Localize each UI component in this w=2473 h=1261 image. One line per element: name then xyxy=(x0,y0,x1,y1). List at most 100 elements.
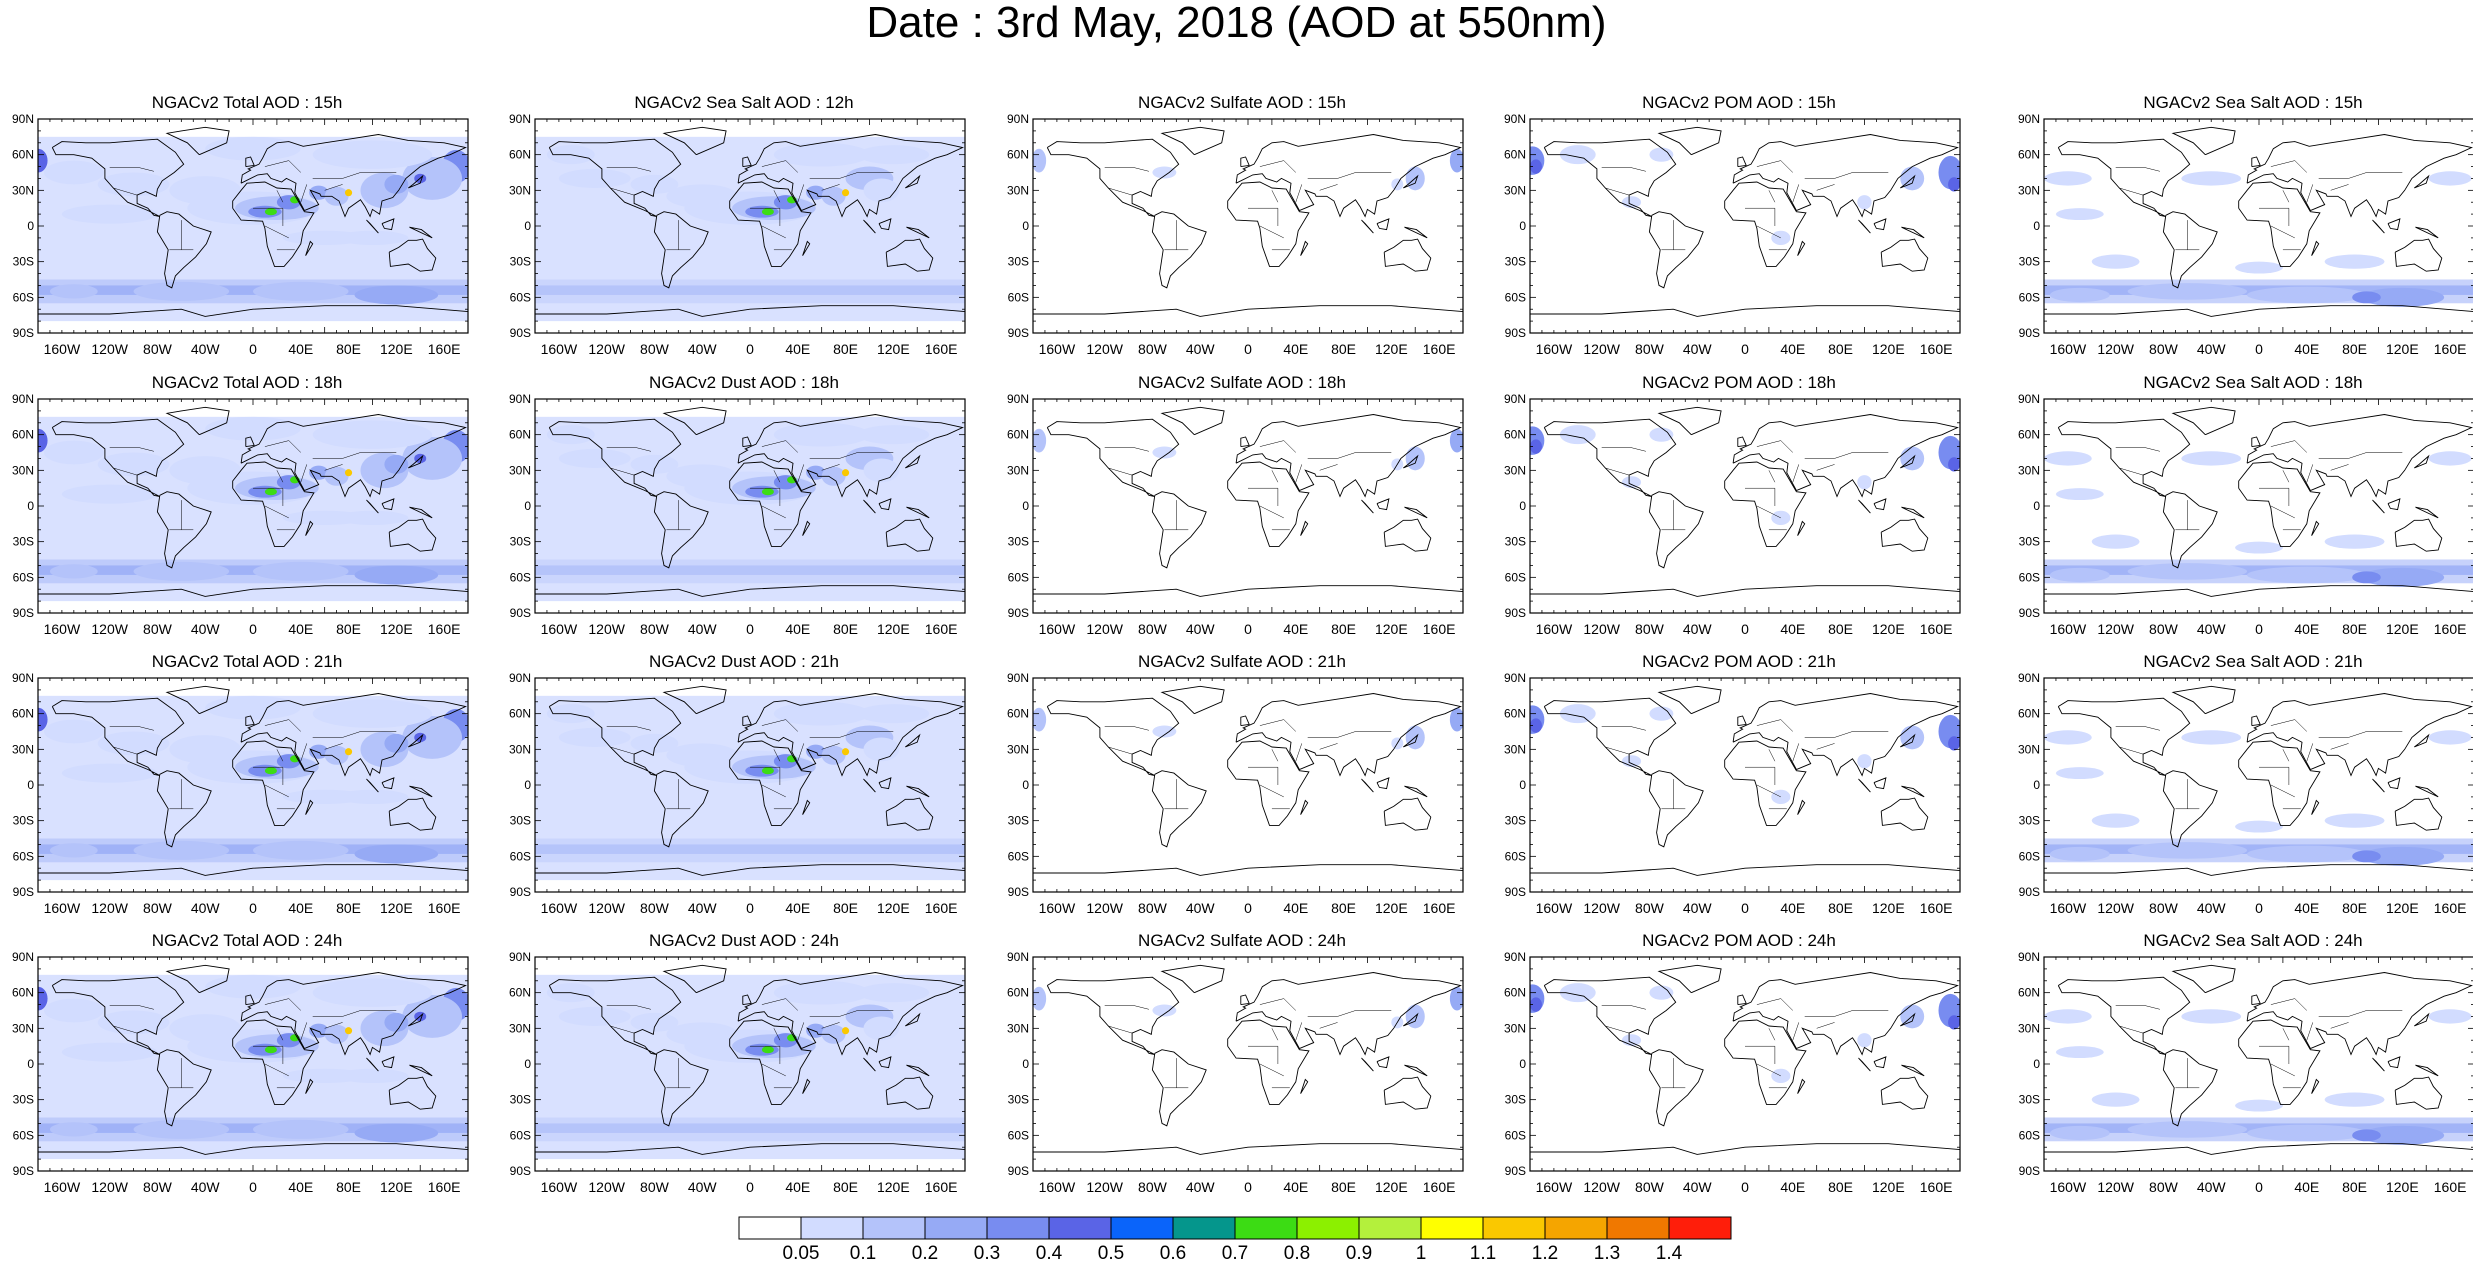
lon-tick-label: 0 xyxy=(2255,1179,2263,1195)
lon-tick-label: 80W xyxy=(640,341,670,357)
panel-title: NGACv2 Total AOD : 15h xyxy=(151,93,343,112)
lon-tick-label: 120W xyxy=(91,621,128,637)
lat-tick-label: 60S xyxy=(2019,1128,2040,1142)
lat-tick-label: 90N xyxy=(509,392,531,406)
colorbar-swatch xyxy=(924,1216,988,1240)
lat-tick-label: 90N xyxy=(12,950,34,964)
aod-field-layer xyxy=(2044,119,2473,333)
map-panel: NGACv2 Dust AOD : 21h 90N 60N 30N 0 30S 60S 90S… xyxy=(497,651,991,930)
lon-tick-label: 120E xyxy=(877,900,910,916)
aod-field-layer xyxy=(535,957,965,1171)
lon-tick-label: 120W xyxy=(588,900,625,916)
lon-tick-label: 80E xyxy=(833,900,858,916)
lon-tick-label: 40W xyxy=(2197,900,2227,916)
lat-tick-label: 90S xyxy=(1008,885,1029,899)
lat-tick-label: 0 xyxy=(2033,219,2040,233)
lon-tick-label: 80E xyxy=(336,1179,361,1195)
lon-tick-label: 120E xyxy=(2386,1179,2419,1195)
lon-tick-label: 80W xyxy=(1635,900,1665,916)
page-title: Date : 3rd May, 2018 (AOD at 550nm) xyxy=(866,0,1607,47)
lon-tick-label: 40W xyxy=(688,1179,718,1195)
lat-tick-label: 30S xyxy=(13,1093,34,1107)
lon-tick-label: 80W xyxy=(1138,341,1168,357)
lat-tick-label: 90S xyxy=(13,326,34,340)
world-map: 90N 60N 30N 0 30S 60S 90S 160W 120W 80W 40W 0 40E 80E… xyxy=(509,392,966,637)
map-panel: NGACv2 POM AOD : 18h 90N 60N 30N 0 30S 60S 90S 1… xyxy=(1492,372,1986,651)
lon-tick-label: 80W xyxy=(1635,1179,1665,1195)
lon-tick-label: 120W xyxy=(91,341,128,357)
lon-tick-label: 160W xyxy=(44,900,81,916)
lat-tick-label: 90N xyxy=(2018,950,2040,964)
lat-tick-label: 0 xyxy=(27,219,34,233)
colorbar-label: 0.2 xyxy=(912,1243,938,1261)
lon-tick-label: 160E xyxy=(1423,621,1456,637)
coastline-layer xyxy=(535,964,965,1155)
lat-tick-label: 60N xyxy=(12,148,34,162)
lat-tick-label: 60N xyxy=(2018,428,2040,442)
panel-title: NGACv2 Sulfate AOD : 24h xyxy=(1138,931,1346,950)
aod-field-layer xyxy=(535,678,965,892)
colorbar-swatch xyxy=(1482,1216,1546,1240)
map-panel: NGACv2 Dust AOD : 24h 90N 60N 30N 0 30S 60S 90S… xyxy=(497,930,991,1209)
lon-tick-label: 40E xyxy=(1780,900,1805,916)
lat-tick-label: 60S xyxy=(2019,290,2040,304)
lon-tick-label: 80E xyxy=(1331,341,1356,357)
lon-tick-label: 160W xyxy=(44,341,81,357)
coastline-layer xyxy=(1033,964,1463,1155)
lat-tick-label: 0 xyxy=(1519,499,1526,513)
lon-tick-label: 160E xyxy=(925,621,958,637)
lon-tick-label: 80W xyxy=(2149,900,2179,916)
aod-field-layer xyxy=(38,119,468,333)
lat-tick-label: 0 xyxy=(2033,499,2040,513)
lon-tick-label: 40E xyxy=(1780,1179,1805,1195)
lon-tick-label: 120W xyxy=(1583,621,1620,637)
lon-tick-label: 120E xyxy=(1375,341,1408,357)
lon-tick-label: 40W xyxy=(191,341,221,357)
colorbar-swatch xyxy=(1234,1216,1298,1240)
lon-tick-label: 80W xyxy=(2149,1179,2179,1195)
lon-tick-label: 120W xyxy=(91,900,128,916)
aod-field-layer xyxy=(1033,678,1463,892)
map-panel: NGACv2 Sea Salt AOD : 12h 90N 60N 30N 0 30S 60… xyxy=(497,92,991,371)
lat-tick-label: 90S xyxy=(2019,606,2040,620)
lat-tick-label: 60N xyxy=(1504,707,1526,721)
world-map: 90N 60N 30N 0 30S 60S 90S 160W 120W 80W 40W 0 40E 80E… xyxy=(12,950,469,1195)
lon-tick-label: 120W xyxy=(1086,1179,1123,1195)
lon-tick-label: 160E xyxy=(1920,341,1953,357)
colorbar-label: 1.1 xyxy=(1470,1243,1496,1261)
lat-tick-label: 30N xyxy=(1504,463,1526,477)
lat-tick-label: 60N xyxy=(1504,148,1526,162)
lat-tick-label: 60S xyxy=(1008,290,1029,304)
lat-tick-label: 90S xyxy=(1008,606,1029,620)
lon-tick-label: 0 xyxy=(249,621,257,637)
lon-tick-label: 40W xyxy=(191,1179,221,1195)
lon-tick-label: 160E xyxy=(2434,341,2467,357)
lat-tick-label: 30S xyxy=(1008,1093,1029,1107)
world-map: 90N 60N 30N 0 30S 60S 90S 160W 120W 80W 40W 0 40E 80E… xyxy=(2018,950,2473,1195)
coastline-layer xyxy=(38,685,468,876)
lat-tick-label: 30S xyxy=(1505,535,1526,549)
lon-tick-label: 160E xyxy=(1423,1179,1456,1195)
lat-tick-label: 60N xyxy=(2018,148,2040,162)
map-panel: NGACv2 Total AOD : 24h 90N 60N 30N 0 30S 60S 90… xyxy=(0,930,494,1209)
colorbar-swatch xyxy=(1420,1216,1484,1240)
coastline-layer xyxy=(38,406,468,597)
lon-tick-label: 120E xyxy=(380,900,413,916)
panel-title: NGACv2 Total AOD : 21h xyxy=(151,652,343,671)
panel-title: NGACv2 Dust AOD : 21h xyxy=(649,652,839,671)
panel-title: NGACv2 Total AOD : 18h xyxy=(151,373,343,392)
world-map: 90N 60N 30N 0 30S 60S 90S 160W 120W 80W 40W 0 40E 80E… xyxy=(2018,671,2473,916)
lon-tick-label: 160W xyxy=(541,341,578,357)
lon-tick-label: 160E xyxy=(925,341,958,357)
lon-tick-label: 80W xyxy=(143,1179,173,1195)
lon-tick-label: 40E xyxy=(2294,1179,2319,1195)
lon-tick-label: 160E xyxy=(2434,1179,2467,1195)
lat-tick-label: 0 xyxy=(524,778,531,792)
lat-tick-label: 60N xyxy=(2018,707,2040,721)
lat-tick-label: 30N xyxy=(1504,183,1526,197)
colorbar-label: 0.9 xyxy=(1346,1243,1372,1261)
lat-tick-label: 30N xyxy=(12,463,34,477)
coastline-layer xyxy=(1530,964,1960,1155)
lat-tick-label: 30S xyxy=(13,255,34,269)
lon-tick-label: 40E xyxy=(785,900,810,916)
